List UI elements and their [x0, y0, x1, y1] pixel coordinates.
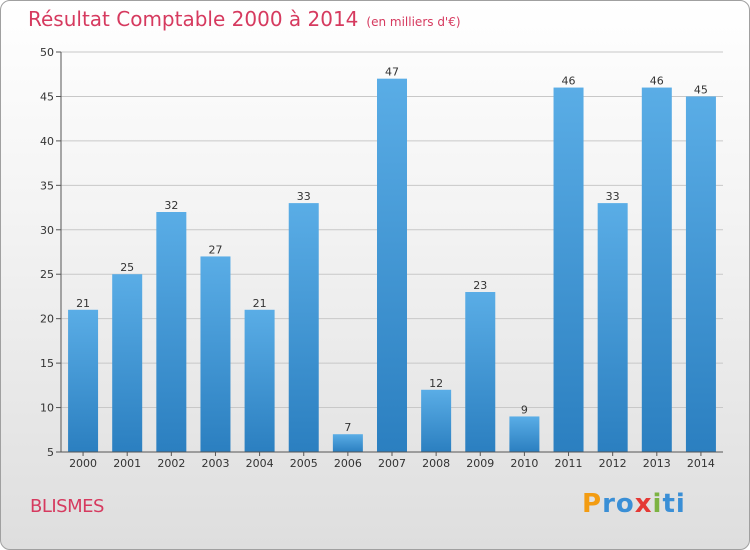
data-label: 25: [120, 261, 134, 274]
bar: [244, 309, 275, 452]
y-tick-label: 10: [40, 402, 54, 415]
logo-letter: o: [615, 489, 635, 519]
data-label: 46: [650, 75, 664, 88]
data-label: 23: [473, 279, 487, 292]
x-tick-label: 2003: [201, 457, 229, 470]
bar: [288, 203, 319, 452]
logo-letter: i: [652, 489, 663, 519]
x-tick-label: 2004: [246, 457, 274, 470]
data-label: 12: [429, 377, 443, 390]
bar: [68, 309, 99, 452]
x-tick-label: 2010: [510, 457, 538, 470]
data-label: 32: [164, 199, 178, 212]
bar: [200, 256, 231, 452]
chart-title: Résultat Comptable 2000 à 2014 (en millie…: [28, 7, 461, 31]
data-label: 47: [385, 66, 399, 79]
bar: [421, 389, 452, 452]
data-label: 33: [297, 190, 311, 203]
y-tick-label: 50: [40, 46, 54, 59]
x-tick-label: 2007: [378, 457, 406, 470]
bar: [597, 203, 628, 452]
logo-letter: t: [662, 489, 676, 519]
bar: [509, 416, 540, 452]
x-tick-label: 2011: [555, 457, 583, 470]
x-tick-label: 2005: [290, 457, 318, 470]
axes: 5 10 15 20 25 30 35 40 45 50 2000 2001 2002 2003 2004 2…: [40, 46, 723, 470]
x-tick-label: 2009: [466, 457, 494, 470]
bar: [465, 292, 496, 452]
x-tick-label: 2006: [334, 457, 362, 470]
data-label: 21: [253, 297, 267, 310]
y-tick-label: 25: [40, 268, 54, 281]
bars: [68, 78, 716, 453]
proxiti-logo: Proxiti: [582, 489, 686, 519]
bar: [377, 78, 407, 453]
data-label: 45: [694, 83, 708, 96]
y-tick-label: 20: [40, 313, 54, 326]
data-label: 9: [521, 403, 528, 416]
x-tick-label: 2000: [69, 457, 97, 470]
x-tick-label: 2008: [422, 457, 450, 470]
x-tick-label: 2013: [643, 457, 671, 470]
x-tick-label: 2014: [687, 457, 715, 470]
bar: [332, 434, 363, 452]
data-label: 27: [208, 243, 222, 256]
x-tick-label: 2002: [157, 457, 185, 470]
bar: [112, 274, 143, 452]
y-tick-label: 5: [47, 446, 54, 459]
commune-name: BLISMES: [30, 496, 104, 517]
data-labels: 21 25 32 27 21 33 7 47 12 23 9 46 33 46 45: [76, 66, 708, 435]
title-text: Résultat Comptable 2000 à 2014: [28, 7, 359, 31]
data-label: 33: [606, 190, 620, 203]
bar: [553, 87, 584, 453]
x-tick-label: 2012: [599, 457, 627, 470]
data-label: 7: [344, 421, 351, 434]
logo-letter: i: [675, 489, 686, 519]
bar: [641, 87, 672, 453]
data-label: 21: [76, 297, 90, 310]
bar: [685, 96, 716, 452]
subtitle-text: (en milliers d'€): [366, 15, 461, 29]
x-tick-label: 2001: [113, 457, 141, 470]
bar: [156, 212, 187, 452]
logo-letter: r: [602, 489, 616, 519]
y-tick-label: 30: [40, 224, 54, 237]
logo-letter: P: [582, 489, 603, 519]
data-label: 46: [562, 75, 576, 88]
y-tick-label: 40: [40, 135, 54, 148]
y-tick-label: 45: [40, 90, 54, 103]
logo-letter: x: [634, 489, 653, 519]
y-tick-label: 15: [40, 357, 54, 370]
y-tick-label: 35: [40, 179, 54, 192]
